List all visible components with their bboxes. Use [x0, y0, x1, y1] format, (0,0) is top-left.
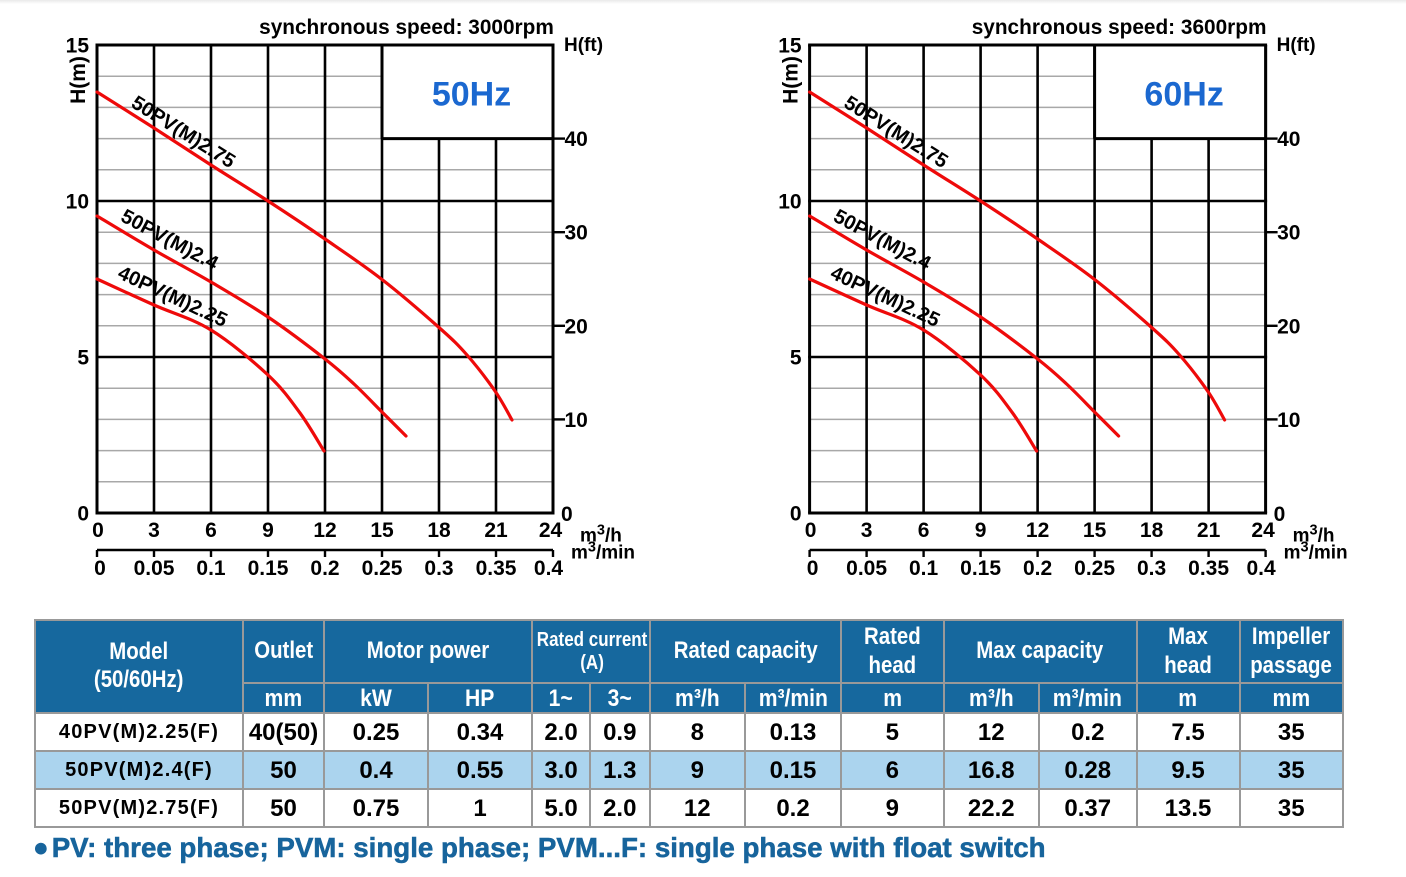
- svg-text:10: 10: [1277, 409, 1300, 432]
- svg-text:0.05: 0.05: [134, 557, 175, 580]
- svg-text:0.25: 0.25: [1074, 557, 1115, 580]
- svg-text:0.4: 0.4: [1246, 557, 1276, 580]
- svg-text:9: 9: [262, 519, 274, 542]
- svg-text:H(m): H(m): [780, 56, 803, 104]
- svg-text:0.2: 0.2: [310, 557, 339, 580]
- svg-text:30: 30: [1277, 222, 1300, 245]
- svg-text:50PV(M)2.75: 50PV(M)2.75: [840, 92, 952, 173]
- svg-text:21: 21: [484, 519, 508, 542]
- svg-text:6: 6: [918, 519, 930, 542]
- svg-text:12: 12: [1026, 519, 1049, 542]
- svg-text:10: 10: [778, 191, 801, 214]
- svg-text:5: 5: [77, 347, 89, 370]
- svg-text:m3/min: m3/min: [1284, 540, 1348, 564]
- svg-text:0.4: 0.4: [534, 557, 564, 580]
- svg-text:3: 3: [861, 519, 873, 542]
- svg-text:synchronous speed: 3600rpm: synchronous speed: 3600rpm: [972, 16, 1267, 39]
- svg-text:21: 21: [1197, 519, 1221, 542]
- svg-text:12: 12: [313, 519, 336, 542]
- svg-text:0: 0: [92, 519, 104, 542]
- svg-text:30: 30: [565, 222, 588, 245]
- svg-text:9: 9: [975, 519, 987, 542]
- svg-text:0: 0: [807, 557, 819, 580]
- svg-text:50PV(M)2.4: 50PV(M)2.4: [117, 205, 222, 275]
- svg-text:18: 18: [1140, 519, 1164, 542]
- svg-text:0.2: 0.2: [1023, 557, 1052, 580]
- svg-text:0: 0: [77, 503, 89, 526]
- svg-text:synchronous speed: 3000rpm: synchronous speed: 3000rpm: [259, 16, 554, 39]
- svg-text:40PV(M)2.25: 40PV(M)2.25: [827, 262, 943, 332]
- svg-text:0.15: 0.15: [960, 557, 1001, 580]
- svg-text:15: 15: [66, 35, 90, 58]
- svg-text:40PV(M)2.25: 40PV(M)2.25: [114, 262, 230, 332]
- svg-text:0.1: 0.1: [909, 557, 939, 580]
- svg-text:6: 6: [205, 519, 217, 542]
- svg-text:0.35: 0.35: [476, 557, 517, 580]
- svg-text:0.05: 0.05: [846, 557, 887, 580]
- svg-text:m3/min: m3/min: [571, 540, 635, 564]
- svg-text:3: 3: [148, 519, 160, 542]
- svg-text:0.1: 0.1: [196, 557, 226, 580]
- svg-text:50PV(M)2.75: 50PV(M)2.75: [127, 92, 239, 173]
- svg-text:0: 0: [561, 503, 573, 526]
- svg-text:5: 5: [790, 347, 802, 370]
- svg-text:0: 0: [1274, 503, 1286, 526]
- svg-text:0: 0: [94, 557, 106, 580]
- svg-text:0.15: 0.15: [248, 557, 289, 580]
- svg-text:0.25: 0.25: [362, 557, 403, 580]
- svg-text:15: 15: [778, 35, 802, 58]
- svg-text:60Hz: 60Hz: [1144, 76, 1223, 114]
- svg-text:H(ft): H(ft): [564, 35, 603, 56]
- svg-text:0.35: 0.35: [1188, 557, 1229, 580]
- svg-text:15: 15: [370, 519, 394, 542]
- svg-text:10: 10: [66, 191, 89, 214]
- svg-text:20: 20: [1277, 315, 1300, 338]
- svg-text:0.3: 0.3: [424, 557, 453, 580]
- svg-text:50PV(M)2.4: 50PV(M)2.4: [830, 205, 935, 275]
- svg-text:0: 0: [805, 519, 817, 542]
- svg-text:0: 0: [790, 503, 802, 526]
- svg-text:10: 10: [565, 409, 588, 432]
- svg-text:50Hz: 50Hz: [432, 76, 511, 114]
- svg-text:15: 15: [1083, 519, 1107, 542]
- svg-text:40: 40: [565, 128, 588, 151]
- svg-text:H(ft): H(ft): [1277, 35, 1316, 56]
- svg-text:24: 24: [539, 519, 563, 542]
- svg-text:24: 24: [1251, 519, 1275, 542]
- svg-text:0.3: 0.3: [1137, 557, 1166, 580]
- svg-text:20: 20: [565, 315, 588, 338]
- svg-text:H(m): H(m): [67, 56, 90, 104]
- svg-text:40: 40: [1277, 128, 1300, 151]
- svg-text:18: 18: [427, 519, 451, 542]
